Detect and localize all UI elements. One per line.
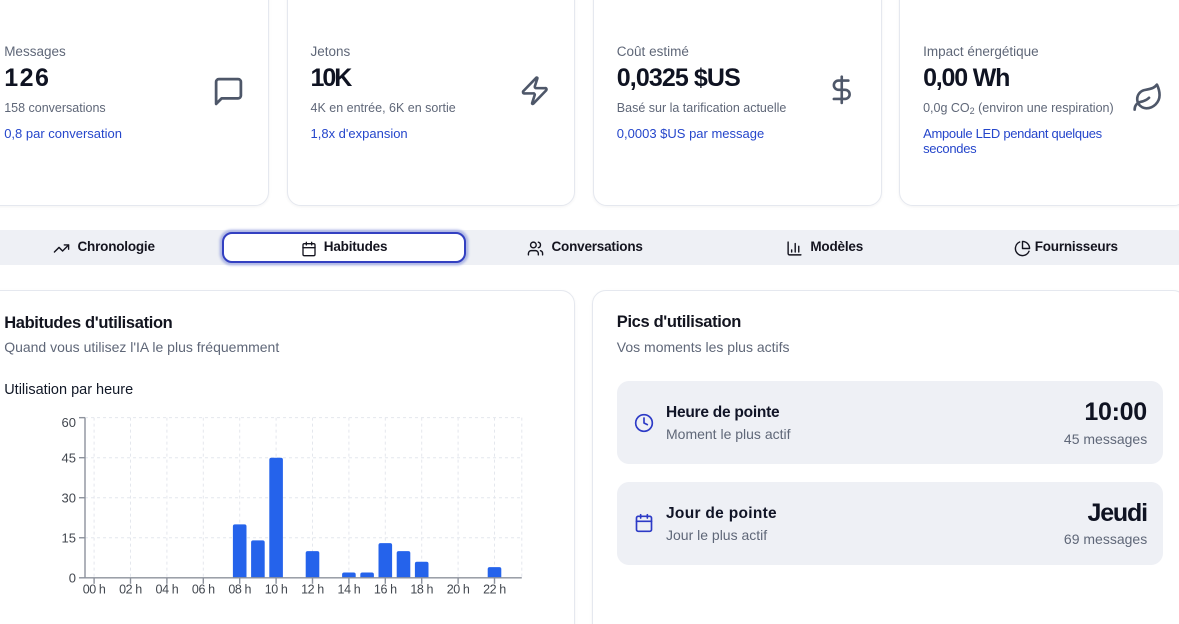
- svg-text:16 h: 16 h: [374, 583, 397, 597]
- svg-text:60: 60: [62, 415, 76, 430]
- svg-text:08 h: 08 h: [228, 583, 251, 597]
- svg-text:02 h: 02 h: [119, 583, 142, 597]
- svg-text:04 h: 04 h: [156, 583, 179, 597]
- svg-text:0: 0: [69, 571, 76, 586]
- svg-text:15: 15: [62, 531, 76, 546]
- svg-text:30: 30: [62, 490, 76, 505]
- svg-text:20 h: 20 h: [447, 583, 470, 597]
- svg-text:06 h: 06 h: [192, 583, 215, 597]
- svg-text:18 h: 18 h: [410, 583, 433, 597]
- svg-text:10 h: 10 h: [265, 583, 288, 597]
- svg-text:12 h: 12 h: [301, 583, 324, 597]
- svg-text:00 h: 00 h: [83, 583, 106, 597]
- svg-text:45: 45: [62, 450, 76, 465]
- svg-text:14 h: 14 h: [338, 583, 361, 597]
- svg-text:22 h: 22 h: [483, 583, 506, 597]
